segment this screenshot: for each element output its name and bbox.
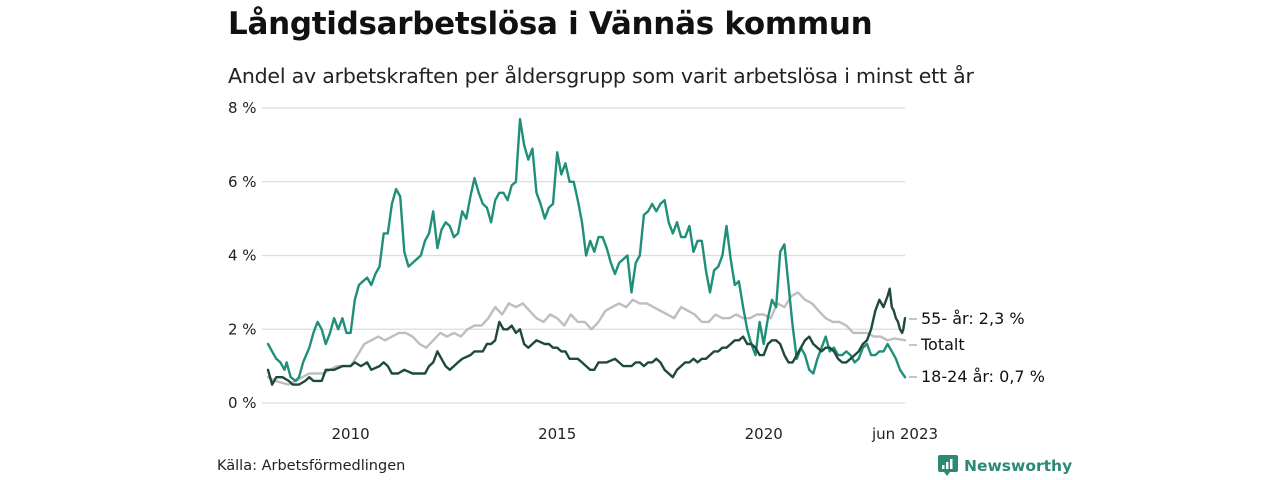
chart-subtitle: Andel av arbetskraften per åldersgrupp s… xyxy=(228,64,974,88)
gridlines xyxy=(262,107,905,404)
source-note: Källa: Arbetsförmedlingen xyxy=(217,458,406,474)
series-end-label: 18-24 år: 0,7 % xyxy=(921,367,1045,386)
y-tick-label: 2 % xyxy=(228,320,257,338)
series-end-label: 55- år: 2,3 % xyxy=(921,309,1025,328)
series-end-label: Totalt xyxy=(920,335,965,354)
brand-name: Newsworthy xyxy=(964,457,1073,475)
x-tick-label: 2015 xyxy=(538,425,576,443)
y-axis-ticks: 0 % 2 % 4 % 6 % 8 % xyxy=(228,99,257,412)
x-tick-label: 2010 xyxy=(332,425,370,443)
chart-title: Långtidsarbetslösa i Vännäs kommun xyxy=(228,6,873,42)
series-end-labels: Totalt 18-24 år: 0,7 % 55- år: 2,3 % xyxy=(909,309,1045,386)
y-tick-label: 6 % xyxy=(228,173,257,191)
y-tick-label: 4 % xyxy=(228,247,257,265)
series-line-18-24 xyxy=(266,117,907,383)
brand-logo[interactable]: Newsworthy xyxy=(938,455,1072,477)
x-tick-label: 2020 xyxy=(745,425,783,443)
x-axis-ticks: 2010 2015 2020 jun 2023 xyxy=(332,425,939,443)
series-line-totalt xyxy=(266,291,907,386)
x-tick-label: jun 2023 xyxy=(871,425,938,443)
newsworthy-icon xyxy=(938,455,958,476)
series-line-55-plus xyxy=(266,287,907,386)
y-tick-label: 0 % xyxy=(228,394,257,412)
series-lines xyxy=(266,117,907,386)
y-tick-label: 8 % xyxy=(228,99,257,117)
